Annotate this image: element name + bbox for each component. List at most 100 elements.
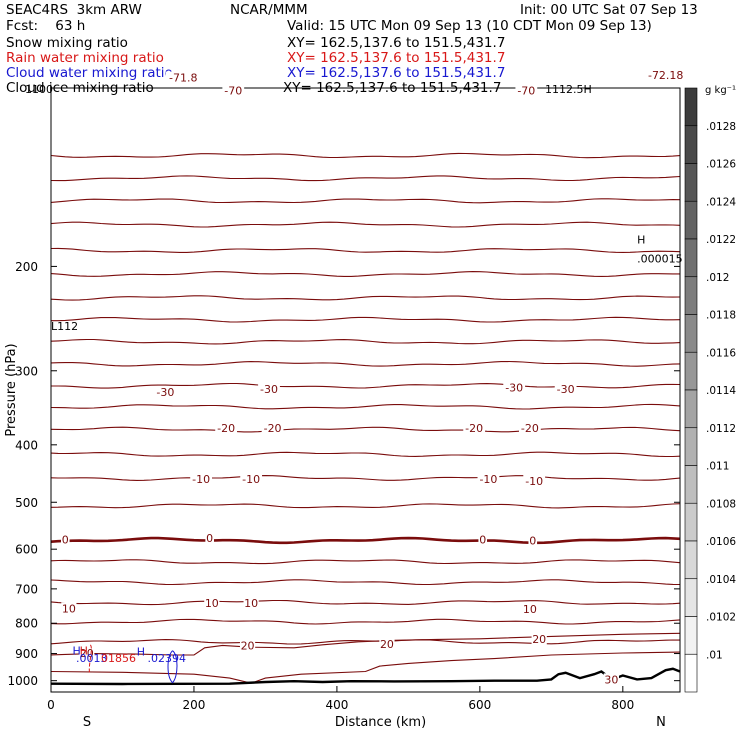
colorbar-swatch — [684, 653, 698, 693]
colorbar-swatch — [684, 578, 698, 617]
y-tick-label: 700 — [15, 582, 38, 596]
contour-label: 20 — [380, 638, 394, 651]
colorbar-swatch — [684, 389, 698, 429]
y-tick-label: 800 — [15, 617, 38, 631]
extremum-annotation: .02394 — [147, 652, 186, 665]
colorbar-label: .0118 — [706, 310, 736, 322]
contour-label: -30 — [557, 383, 575, 396]
contour-label-bg — [222, 84, 245, 97]
contour-label-bg — [531, 632, 547, 645]
contour-label: -20 — [217, 422, 235, 435]
extremum-annotation: .000015 — [637, 253, 683, 266]
annotations: 1100 1112.5HH.000015L112H.0013H01856H.023… — [25, 83, 683, 684]
contour-label-bg — [258, 382, 280, 395]
colorbar-label: .0106 — [706, 536, 736, 548]
isotherm-line — [50, 599, 681, 606]
field-name-cloud-water: Cloud water mixing ratio — [6, 65, 173, 81]
contour-label: -71.8 — [169, 71, 197, 84]
colorbar-label: .0112 — [706, 423, 736, 435]
colorbar-swatch — [684, 200, 698, 240]
colorbar-label: .011 — [706, 461, 729, 473]
isotherm-line — [50, 175, 681, 182]
y-tick-label: 300 — [15, 364, 38, 378]
plot-frame — [50, 87, 681, 693]
y-tick-label: 900 — [15, 647, 38, 661]
contour-label: 0 — [206, 532, 213, 545]
contour-label: 30 — [604, 673, 618, 686]
colorbar-label: .0116 — [706, 347, 736, 359]
isotherm-line — [50, 152, 681, 159]
org-label: NCAR/MMM — [230, 2, 308, 18]
contour-label-bg — [239, 639, 256, 652]
contour-label-bg — [522, 603, 538, 616]
contour-label: -10 — [479, 473, 497, 486]
isotherm-line — [50, 403, 681, 410]
colorbar-swatch — [684, 351, 698, 391]
model-title: SEAC4RS 3km ARW — [6, 2, 142, 18]
contour-label-bg — [644, 68, 687, 81]
isotherm-line — [50, 338, 681, 345]
colorbar-swatch — [684, 465, 698, 504]
colorbar-swatch — [684, 87, 698, 127]
terrain-group — [50, 667, 681, 686]
field-xy-snow: XY= 162.5,137.6 to 151.5,431.7 — [287, 35, 506, 51]
contour-label-bg — [215, 422, 238, 435]
y-tick-label: 500 — [15, 496, 38, 510]
isotherm-line — [50, 247, 681, 253]
y-axis-title: Pressure (hPa) — [4, 343, 19, 436]
contour-label: -72.18 — [648, 69, 683, 82]
colorbar-swatch — [684, 238, 698, 278]
isotherm-line — [50, 295, 681, 301]
isotherm-line — [51, 316, 681, 323]
contour-label-bg — [515, 84, 538, 97]
contour-label-bg — [61, 602, 77, 615]
contour-label: 0 — [479, 534, 486, 547]
contour-label: 10 — [244, 597, 258, 610]
isotherm-line — [50, 198, 681, 204]
x-tick-label: 0 — [47, 698, 55, 712]
colorbar-label: .0126 — [706, 159, 736, 171]
isotherm-line — [50, 559, 681, 565]
contour-label-bg — [165, 71, 201, 84]
colorbar: .0128 .0126 .0124 .0122 .012 .0118 .0116 .0114.… — [684, 85, 736, 693]
isotherm-line — [50, 426, 681, 433]
contour-label: 10 — [205, 597, 219, 610]
colorbar-label: .01 — [706, 649, 723, 661]
extremum-annotation: H — [80, 645, 88, 658]
contour-label-bg — [523, 474, 546, 487]
isotherm-line — [50, 536, 681, 545]
colorbar-label: .0128 — [706, 121, 736, 133]
y-tick-label: 400 — [15, 438, 38, 452]
field-xy-rain: XY= 162.5,137.6 to 151.5,431.7 — [287, 50, 506, 66]
contour-label-bg — [528, 534, 538, 547]
contour-label-bg — [478, 533, 488, 546]
contour-label: -70 — [224, 85, 242, 98]
colorbar-label: .0124 — [706, 196, 736, 208]
colorbar-swatch — [684, 163, 698, 202]
contour-label: 0 — [529, 534, 536, 547]
extremum-annotation: H — [637, 234, 645, 247]
colorbar-label: .0114 — [706, 385, 736, 397]
y-tick-label: 200 — [15, 260, 38, 274]
colorbar-swatch — [684, 125, 698, 164]
x-tick-label: 800 — [611, 698, 634, 712]
x-tick-label: 400 — [325, 698, 348, 712]
isotherm-line — [50, 618, 681, 625]
x-tick-label: 200 — [183, 698, 206, 712]
contour-label: -30 — [260, 383, 278, 396]
colorbar-swatch — [684, 502, 698, 542]
contour-label-bg — [261, 422, 284, 435]
isotherm-line — [50, 221, 681, 228]
isotherm-line — [50, 579, 681, 586]
contour-labels: -71.8 -70 -70 -72.18 -30 -30 -30 -30 -20 -20 -20 -2… — [60, 68, 687, 686]
contour-label: 20 — [532, 633, 546, 646]
contour-label: -10 — [242, 473, 260, 486]
isotherm-line — [50, 360, 681, 367]
contour-label: 10 — [62, 602, 76, 615]
x-endpoint-right: N — [656, 715, 666, 730]
isotherm-line — [50, 271, 680, 277]
init-time: Init: 00 UTC Sat 07 Sep 13 — [520, 2, 698, 18]
contour-label-bg — [603, 673, 619, 686]
cloud-water-contour — [167, 650, 178, 684]
